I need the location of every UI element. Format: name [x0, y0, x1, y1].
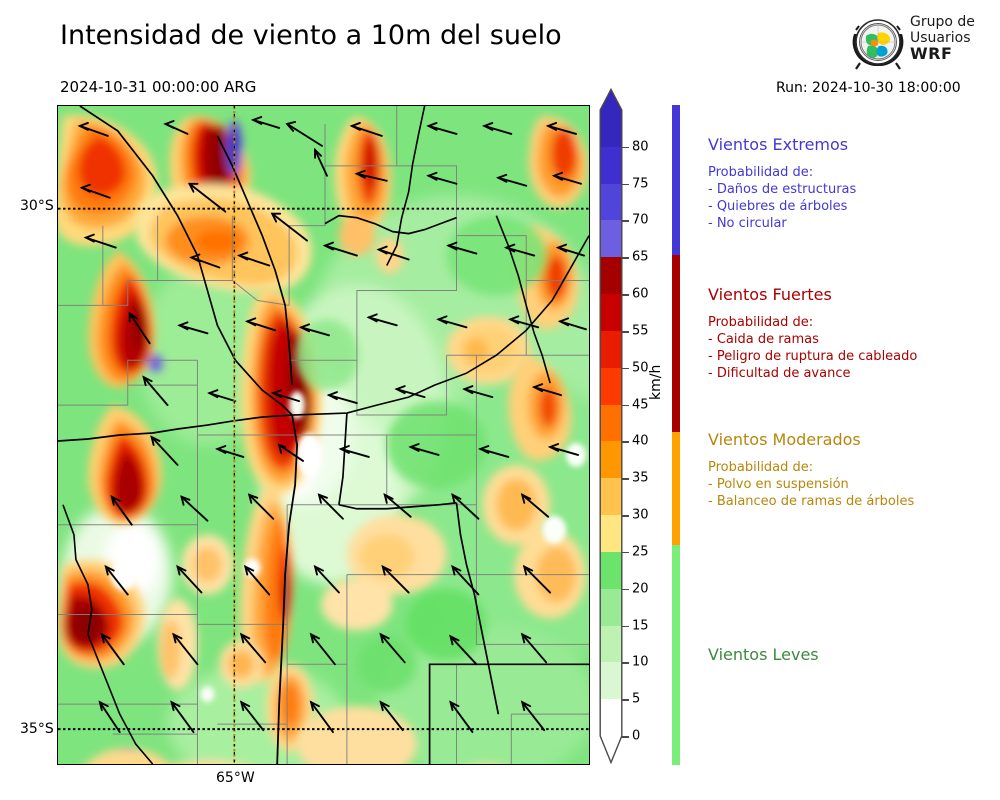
colorbar-segment	[600, 256, 622, 295]
colorbar-extend-top	[600, 88, 622, 110]
wind-speed-map[interactable]	[57, 105, 590, 765]
legend-title-moderados: Vientos Moderados	[708, 430, 861, 449]
colorbar-segment	[600, 477, 622, 516]
country-border	[58, 106, 589, 764]
colorbar-tick-label: 70	[632, 212, 649, 228]
legend-body-moderados: Probabilidad de: - Polvo en suspensión - B…	[708, 459, 988, 510]
legend-title-fuertes: Vientos Fuertes	[708, 285, 832, 304]
legend-item: - Peligro de ruptura de cableado	[708, 349, 918, 364]
legend-item: - Dificultad de avance	[708, 366, 851, 381]
legend-item: - Polvo en suspensión	[708, 477, 849, 492]
logo-line-1: Grupo de	[910, 14, 975, 30]
colorbar-segment	[600, 146, 622, 184]
colorbar-tick	[622, 330, 629, 333]
colorbar-tick-label: 75	[632, 176, 649, 192]
colorbar-unit-label: km/h	[648, 364, 664, 400]
legend-item: - No circular	[708, 216, 787, 231]
colorbar-segment	[600, 588, 622, 626]
colorbar-segment	[600, 404, 622, 442]
legend-color-bar-leves	[672, 545, 680, 765]
colorbar-tick-label: 20	[632, 581, 649, 597]
colorbar-tick	[622, 662, 629, 664]
lon-label-65w: 65°W	[216, 770, 255, 786]
colorbar-segment	[600, 514, 622, 552]
colorbar-tick	[622, 404, 629, 407]
colorbar-segment	[600, 330, 622, 368]
colorbar-tick-label: 10	[632, 654, 649, 670]
colorbar-tick	[622, 699, 629, 701]
legend-body-fuertes: Probabilidad de: - Caida de ramas - Peligr…	[708, 314, 988, 382]
colorbar-tick-label: 45	[632, 397, 649, 413]
colorbar-tick	[622, 294, 629, 296]
colorbar-tick	[622, 257, 629, 259]
colorbar-tick-label: 5	[632, 691, 641, 707]
lat-label-35s: 35°S	[20, 721, 54, 737]
colorbar-segment	[600, 551, 622, 589]
colorbar-segment	[600, 624, 622, 663]
colorbar-tick-label: 0	[632, 728, 641, 744]
colorbar-segment	[600, 219, 622, 258]
colorbar-segment	[600, 661, 622, 700]
legend-section-moderados: Vientos Moderados Probabilidad de: - Polvo…	[708, 430, 988, 510]
colorbar-tick-label: 55	[632, 323, 649, 339]
legend-title-leves: Vientos Leves	[708, 645, 819, 664]
legend-subtitle-fuertes: Probabilidad de:	[708, 315, 814, 330]
legend-title-extremos: Vientos Extremos	[708, 135, 849, 154]
legend-item: - Balanceo de ramas de árboles	[708, 494, 915, 509]
colorbar-segment	[600, 293, 622, 331]
logo-line-3: WRF	[910, 44, 953, 63]
run-time-label: Run: 2024-10-30 18:00:00	[776, 80, 961, 96]
wrf-logo: Grupo de Usuarios WRF	[848, 14, 998, 76]
colorbar	[600, 88, 622, 762]
logo-text: Grupo de Usuarios WRF	[910, 14, 1000, 62]
legend-color-bar-fuertes	[672, 255, 680, 432]
colorbar-tick-label: 65	[632, 249, 649, 265]
colorbar-tick	[622, 515, 629, 517]
colorbar-tick	[622, 146, 629, 149]
colorbar-tick	[622, 588, 629, 591]
lat-label-30s: 30°S	[20, 198, 54, 214]
colorbar-tick-label: 15	[632, 618, 649, 634]
legend-item: - Quiebres de árboles	[708, 199, 848, 214]
map-gridlines	[58, 106, 589, 764]
valid-time-label: 2024-10-31 00:00:00 ARG	[60, 78, 257, 96]
colorbar-tick	[622, 478, 629, 480]
colorbar-tick-label: 25	[632, 544, 649, 560]
colorbar-tick	[622, 367, 629, 370]
legend-subtitle-moderados: Probabilidad de:	[708, 460, 814, 475]
legend-item: - Daños de estructuras	[708, 182, 857, 197]
logo-line-2: Usuarios	[910, 30, 971, 46]
colorbar-tick-label: 60	[632, 286, 649, 302]
colorbar-tick-label: 40	[632, 433, 649, 449]
map-canvas	[58, 106, 589, 764]
wind-vectors	[77, 116, 587, 734]
colorbar-tick	[622, 441, 629, 443]
colorbar-segment	[600, 183, 622, 221]
legend-subtitle-extremos: Probabilidad de:	[708, 165, 814, 180]
legend-section-fuertes: Vientos Fuertes Probabilidad de: - Caida d…	[708, 285, 988, 382]
colorbar-tick-label: 30	[632, 507, 649, 523]
colorbar-tick	[622, 625, 629, 628]
colorbar-segment	[600, 367, 622, 405]
colorbar-extend-bottom	[600, 736, 622, 762]
colorbar-segment	[600, 109, 622, 147]
legend-section-leves: Vientos Leves	[708, 645, 988, 674]
colorbar-segment	[600, 440, 622, 479]
legend-color-bar-extremos	[672, 105, 680, 255]
legend-body-extremos: Probabilidad de: - Daños de estructuras - …	[708, 164, 988, 232]
globe-emblem-icon	[852, 19, 904, 70]
colorbar-tick-label: 50	[632, 360, 649, 376]
colorbar-tick	[622, 183, 629, 186]
wind-category-legend: Vientos Extremos Probabilidad de: - Daños …	[672, 105, 992, 765]
legend-item: - Caida de ramas	[708, 332, 819, 347]
colorbar-tick	[622, 551, 629, 554]
colorbar-tick	[622, 736, 629, 738]
legend-section-extremos: Vientos Extremos Probabilidad de: - Daños …	[708, 135, 988, 232]
colorbar-tick-label: 80	[632, 139, 649, 155]
legend-color-bar-moderados	[672, 432, 680, 545]
colorbar-segment	[600, 698, 622, 736]
colorbar-tick	[622, 220, 629, 223]
page-title: Intensidad de viento a 10m del suelo	[60, 20, 562, 51]
colorbar-tick-label: 35	[632, 470, 649, 486]
